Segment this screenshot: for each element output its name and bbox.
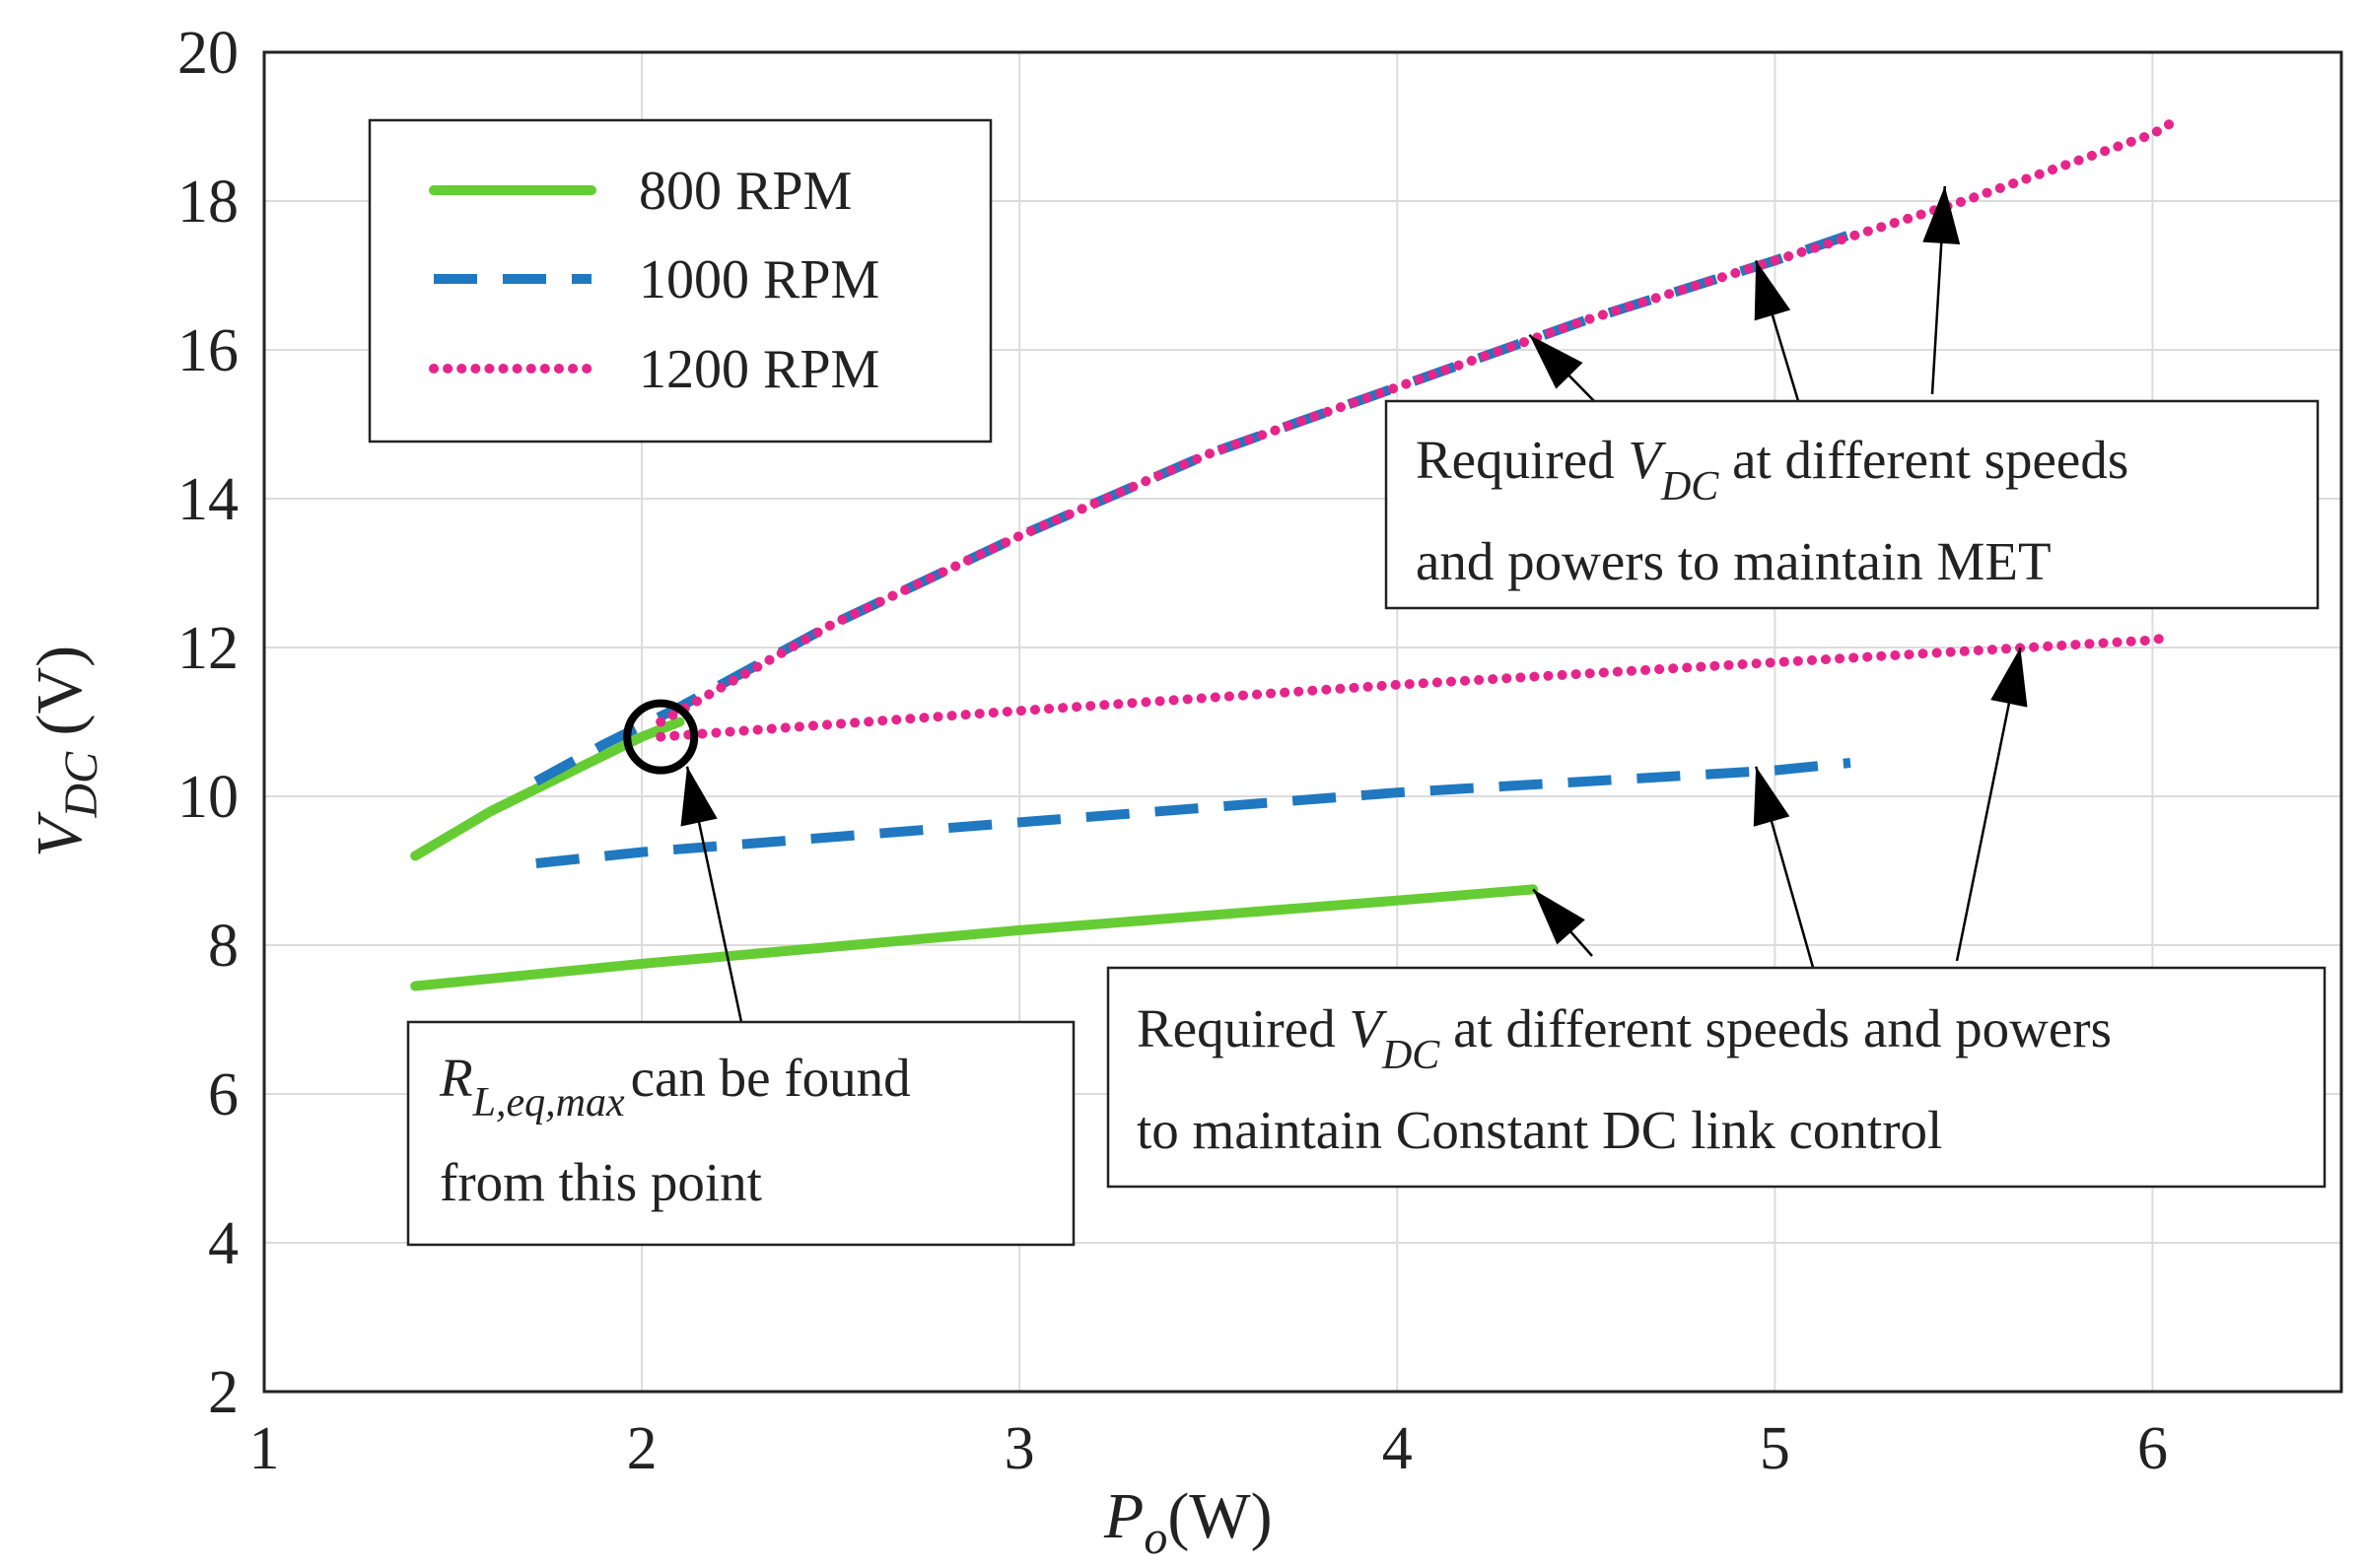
- annotation-rl-eq-max-line2: from this point: [440, 1152, 762, 1212]
- y-tick-label: 14: [177, 466, 239, 533]
- annotation-arrow-head: [1753, 766, 1790, 827]
- annotation-arrow-head: [1529, 334, 1583, 389]
- y-tick-label: 6: [208, 1061, 239, 1128]
- y-tick-label: 4: [208, 1210, 239, 1277]
- x-tick-label: 5: [1760, 1415, 1790, 1482]
- annotation-rl-eq-max-box: [406, 1020, 1076, 1247]
- annotation-arrow-head: [1533, 889, 1585, 945]
- series-800-met-curve: [410, 716, 685, 861]
- annotation-arrow-head: [1922, 185, 1961, 244]
- annotation-met-box: [1384, 399, 2320, 610]
- annotation-constant-dc-box: [1106, 966, 2327, 1189]
- x-tick-label: 6: [2137, 1415, 2168, 1482]
- legend-label-800: 800 RPM: [639, 161, 852, 222]
- series-1200-constant-dc: [656, 631, 2177, 742]
- x-tick-labels: 1 2 3 4 5 6: [249, 1415, 2168, 1482]
- annotation-arrow-head: [1754, 260, 1791, 321]
- series-800-constant-dc: [410, 884, 1539, 991]
- y-tick-label: 12: [177, 615, 239, 682]
- point-marker-circle: [623, 699, 699, 775]
- y-tick-label: 16: [177, 317, 239, 384]
- y-tick-label: 18: [177, 169, 239, 236]
- y-tick-label: 10: [177, 764, 239, 831]
- x-axis-label: Po(W): [1103, 1480, 1273, 1564]
- series-1000-constant-dc: [535, 758, 1851, 868]
- legend-label-1000: 1000 RPM: [639, 249, 879, 310]
- annotation-constant-dc: Required VDC at different speeds and pow…: [1106, 966, 2327, 1189]
- annotation-rl-eq-max: RL,eq,max can be found from this point: [406, 1020, 1076, 1247]
- y-tick-label: 20: [177, 20, 239, 87]
- legend-label-1200: 1200 RPM: [639, 339, 879, 400]
- annotation-constant-dc-line2: to maintain Constant DC link control: [1137, 1100, 1942, 1160]
- series-lines: [410, 117, 2177, 991]
- x-tick-label: 4: [1382, 1415, 1413, 1482]
- x-tick-label: 1: [249, 1415, 280, 1482]
- annotation-arrow-head: [680, 766, 718, 827]
- annotation-constant-dc-line1: Required VDC at different speeds and pow…: [1137, 998, 2112, 1078]
- y-tick-label: 8: [208, 913, 239, 980]
- plot-area-frame: [262, 50, 2343, 1394]
- y-axis-label: VDC (V): [24, 646, 107, 857]
- annotation-met: Required VDC at different speeds and pow…: [1384, 399, 2320, 610]
- annotation-rl-eq-max-line1: RL,eq,max can be found: [439, 1048, 911, 1125]
- y-tick-labels: 2 4 6 8 10 12 14 16 18 20: [177, 20, 239, 1426]
- x-tick-label: 2: [627, 1415, 658, 1482]
- annotation-met-line1: Required VDC at different speeds: [1416, 430, 2128, 510]
- annotation-arrows: [680, 185, 2028, 1023]
- x-tick-label: 3: [1005, 1415, 1035, 1482]
- annotation-arrow-head: [1990, 648, 2028, 708]
- y-tick-label: 2: [208, 1359, 239, 1426]
- annotation-met-line2: and powers to maintain MET: [1416, 531, 2052, 591]
- legend: 800 RPM 1000 RPM 1200 RPM: [368, 118, 993, 443]
